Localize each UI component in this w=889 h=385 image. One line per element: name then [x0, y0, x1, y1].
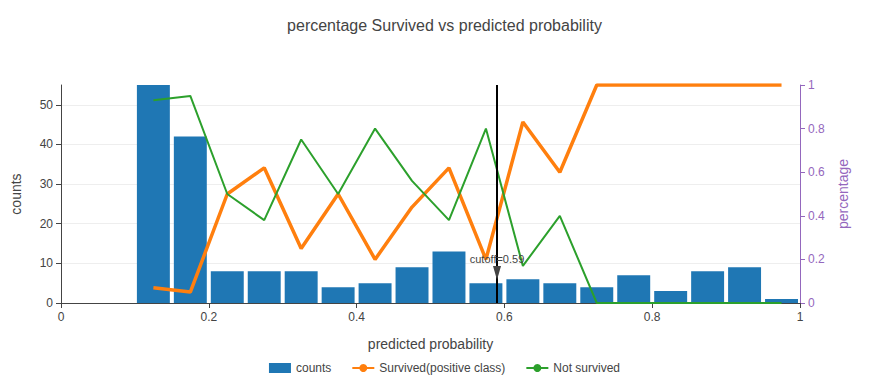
svg-text:counts: counts	[296, 361, 331, 375]
svg-text:0.6: 0.6	[808, 165, 825, 179]
svg-text:0: 0	[46, 296, 53, 310]
svg-text:0.2: 0.2	[200, 310, 217, 324]
svg-text:20: 20	[40, 217, 54, 231]
svg-text:0.8: 0.8	[808, 122, 825, 136]
svg-text:0.8: 0.8	[644, 310, 661, 324]
svg-text:counts: counts	[8, 173, 24, 214]
svg-text:percentage Survived vs predict: percentage Survived vs predicted probabi…	[287, 17, 602, 34]
svg-text:0.2: 0.2	[808, 252, 825, 266]
svg-text:1: 1	[808, 78, 815, 92]
svg-text:50: 50	[40, 98, 54, 112]
svg-text:10: 10	[40, 256, 54, 270]
svg-text:predicted probability: predicted probability	[368, 336, 493, 352]
svg-text:Not survived: Not survived	[553, 361, 620, 375]
svg-text:0.4: 0.4	[348, 310, 365, 324]
svg-text:0: 0	[58, 310, 65, 324]
svg-text:0.4: 0.4	[808, 209, 825, 223]
svg-text:30: 30	[40, 177, 54, 191]
svg-text:0.6: 0.6	[496, 310, 513, 324]
svg-text:cutoff=0.59: cutoff=0.59	[470, 253, 525, 265]
svg-text:0: 0	[808, 296, 815, 310]
svg-text:Survived(positive class): Survived(positive class)	[379, 361, 505, 375]
svg-text:40: 40	[40, 137, 54, 151]
svg-text:percentage: percentage	[835, 159, 851, 229]
svg-text:1: 1	[797, 310, 804, 324]
